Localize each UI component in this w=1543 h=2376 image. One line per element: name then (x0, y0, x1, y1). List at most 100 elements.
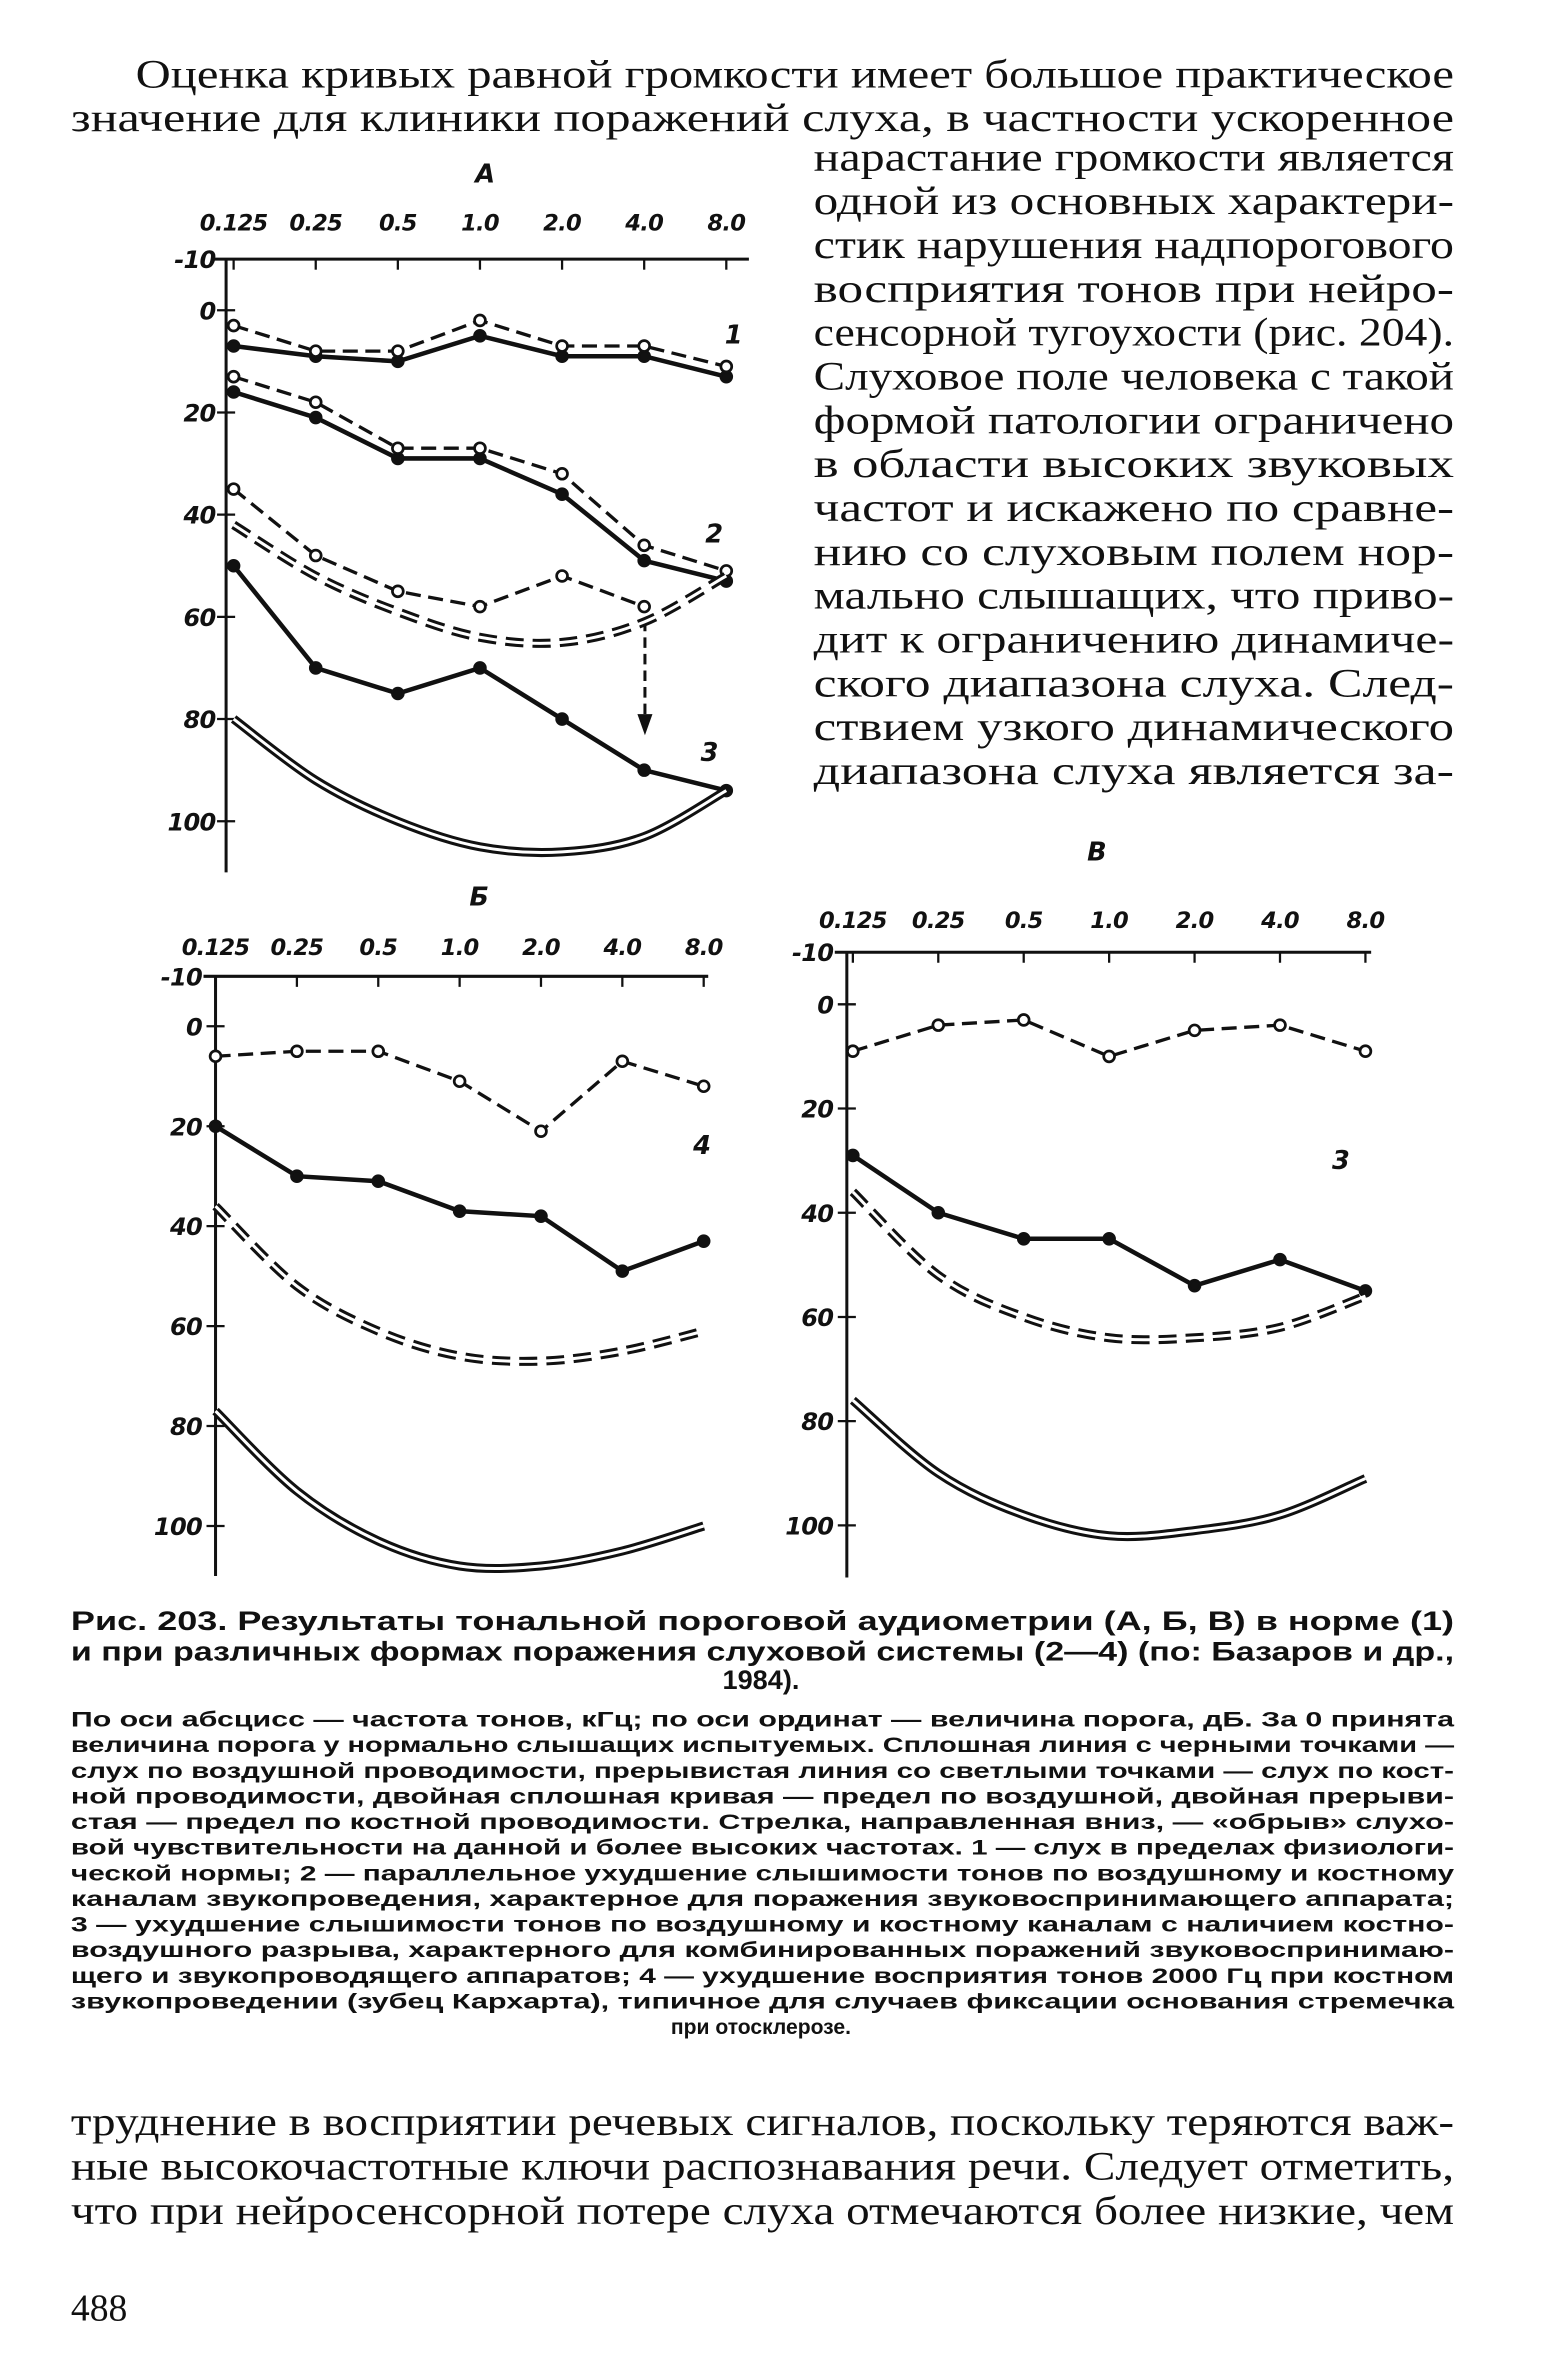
y-tick-label: 40 (169, 1213, 202, 1241)
x-tick-label: 2.0 (522, 935, 560, 961)
bone-point (555, 569, 569, 583)
x-tick-label: 0.5 (379, 211, 417, 237)
text-line: Рис. 203. Результаты тональной пороговой… (71, 1605, 1454, 1636)
air-point (1358, 1284, 1373, 1298)
threshold-line (232, 389, 727, 584)
curve-label: 2 (705, 519, 723, 549)
air-point (226, 339, 241, 353)
y-tick-label: -10 (792, 939, 833, 967)
bone-point (637, 339, 651, 353)
chart-title: Б (469, 883, 489, 913)
text-line: ствием узкого динамического (814, 704, 1454, 749)
text-line: вой чувствительности на данной и более в… (71, 1837, 1454, 1860)
air-point (226, 385, 241, 399)
air-point (637, 763, 651, 777)
x-tick-label: 2.0 (543, 211, 581, 237)
air-point (931, 1205, 946, 1220)
y-tick-label: 0 (817, 991, 833, 1019)
limit-curve-inner (232, 523, 728, 645)
bone-point (473, 599, 487, 614)
text-line: диапазона слуха является за- (814, 748, 1454, 793)
bone-point (696, 1079, 711, 1094)
x-tick-label: 2.0 (1176, 908, 1214, 934)
bone-point (1187, 1023, 1202, 1038)
bone-point (637, 599, 651, 614)
threshold-line (214, 1124, 705, 1274)
bone-point (391, 344, 405, 358)
bone-point (290, 1044, 304, 1059)
air-point (637, 553, 651, 568)
curve-label: 3 (1332, 1146, 1350, 1176)
text-line: в области высоких звуковых (814, 441, 1454, 486)
air-point (1187, 1278, 1202, 1293)
air-point (534, 1209, 548, 1223)
threshold-line (231, 564, 727, 793)
air-point (846, 1148, 860, 1163)
air-point (555, 487, 569, 501)
text-line: слух по воздушной проводимости, прерывис… (71, 1760, 1454, 1783)
y-tick-label: 20 (801, 1096, 833, 1124)
y-tick-label: 0 (186, 1013, 202, 1041)
text-line: восприятия тонов при нейро- (814, 266, 1454, 311)
air-point (696, 1234, 711, 1248)
text-line: По оси абсцисс — частота тонов, кГц; по … (71, 1709, 1454, 1732)
bone-point (371, 1044, 386, 1059)
text-line: нию со слуховым полем нор- (814, 529, 1454, 574)
air-point (473, 661, 487, 675)
bone-point (1016, 1013, 1031, 1027)
bone-point (226, 482, 241, 496)
text-line: 488 (71, 2287, 127, 2329)
limit-curve (212, 1407, 706, 1574)
y-tick-label: 40 (183, 502, 216, 530)
x-tick-label: 0.5 (1005, 908, 1043, 934)
bone-point (208, 1049, 223, 1064)
bone-point (391, 584, 405, 599)
y-tick-label: 60 (801, 1304, 833, 1332)
y-tick-label: -10 (174, 246, 215, 274)
text-line: щего и звукопроводящего аппаратов; 4 — у… (71, 1965, 1454, 1988)
bone-point (637, 538, 651, 553)
chart-title: В (1087, 837, 1107, 867)
bone-point (555, 466, 569, 481)
air-point (308, 661, 323, 675)
limit-curve-inner (214, 1409, 705, 1570)
text-line: нарастание громкости является (814, 134, 1454, 179)
curve-label: 3 (701, 738, 719, 768)
curve-label: 4 (692, 1131, 711, 1161)
x-tick-label: 0.5 (359, 935, 397, 961)
y-tick-label: 0 (200, 297, 216, 325)
x-tick-label: 0.25 (912, 908, 965, 934)
text-line: что при нейросенсорной потере слуха отме… (71, 2188, 1454, 2233)
bone-point (1273, 1018, 1287, 1032)
limit-curve-inner (232, 717, 728, 855)
air-point (473, 329, 487, 343)
chart: В 0.125 0.25 0.5 1.0 2.0 4.0 8.0 -10 0 20 40 60 80 100… (785, 837, 1385, 1578)
threshold-line (232, 487, 645, 609)
x-tick-label: 0.125 (819, 908, 887, 934)
text-line: величина порога у нормально слышащих исп… (71, 1734, 1455, 1757)
text-line: 1984). (723, 1664, 800, 1695)
bone-point (452, 1074, 467, 1089)
bone-point (1102, 1049, 1116, 1064)
break-arrow (637, 620, 653, 736)
y-tick-label: 100 (167, 808, 215, 836)
bone-point (226, 318, 241, 333)
y-tick-label: 20 (184, 399, 216, 427)
chart-title: А (473, 159, 495, 189)
bone-point (931, 1018, 946, 1032)
x-tick-label: 0.25 (271, 935, 324, 961)
x-tick-label: 1.0 (1090, 908, 1128, 934)
air-point (226, 558, 241, 573)
text-line: одной из основных характери- (814, 178, 1454, 223)
bone-point (1358, 1044, 1373, 1058)
limit-curve (212, 1202, 705, 1366)
x-tick-label: 0.25 (289, 211, 342, 237)
x-tick-label: 0.125 (182, 935, 250, 961)
x-tick-label: 8.0 (707, 211, 745, 237)
air-point (1016, 1232, 1031, 1246)
x-tick-label: 4.0 (1260, 908, 1299, 934)
chart: Б 0.125 0.25 0.5 1.0 2.0 4.0 8.0 -10 0 20 40 60 80 100… (154, 883, 723, 1576)
bone-point (846, 1044, 860, 1058)
limit-curve-inner (214, 1205, 705, 1363)
text-line: ского диапазона слуха. След- (814, 660, 1454, 705)
